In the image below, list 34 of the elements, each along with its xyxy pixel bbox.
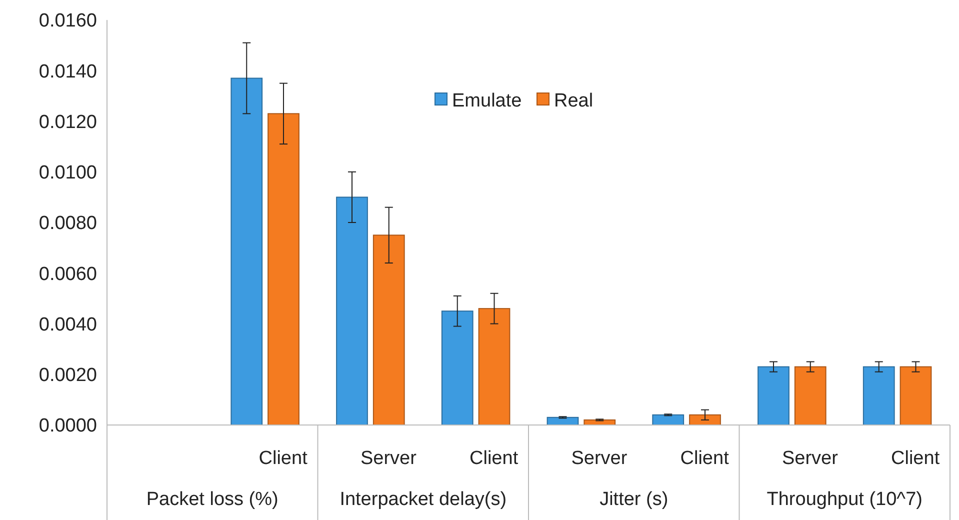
y-tick-label: 0.0100: [38, 162, 97, 184]
x-tick-label: Client: [680, 448, 730, 469]
x-tick-label: Client: [258, 448, 308, 469]
legend-label: Emulate: [452, 90, 522, 112]
x-tick-label: Server: [360, 448, 418, 469]
x-tick-label: Client: [891, 448, 940, 469]
y-tick-label: 0.0040: [38, 314, 97, 336]
x-tick-label: Server: [571, 448, 628, 469]
bar: [862, 366, 895, 426]
bar: [900, 366, 932, 426]
bar: [758, 366, 790, 426]
bar: [230, 78, 263, 426]
bar: [478, 308, 510, 426]
bar: [441, 310, 474, 426]
bar: [652, 414, 684, 426]
text: Packet loss (%): [146, 489, 278, 510]
y-tick-label: 0.0020: [38, 365, 97, 386]
legend-label: Real: [554, 90, 594, 112]
bar: [336, 196, 368, 426]
y-tick-label: 0.0120: [38, 112, 97, 133]
bar: [689, 414, 721, 426]
y-tick-label: 0.0140: [38, 61, 97, 82]
x-tick-label: Server: [782, 448, 839, 469]
y-tick-label: 0.0000: [38, 416, 97, 437]
bar: [794, 366, 826, 426]
y-tick-label: 0.0060: [38, 264, 97, 285]
text: Interpacket delay(s): [340, 489, 507, 510]
bar: [372, 234, 405, 426]
y-tick-label: 0.0080: [38, 213, 97, 234]
bar: [268, 113, 300, 426]
x-tick-label: Client: [470, 448, 519, 469]
text: Throughput (10^7): [766, 489, 922, 510]
y-tick-label: 0.0160: [38, 10, 97, 32]
text: Jitter (s): [600, 489, 668, 510]
